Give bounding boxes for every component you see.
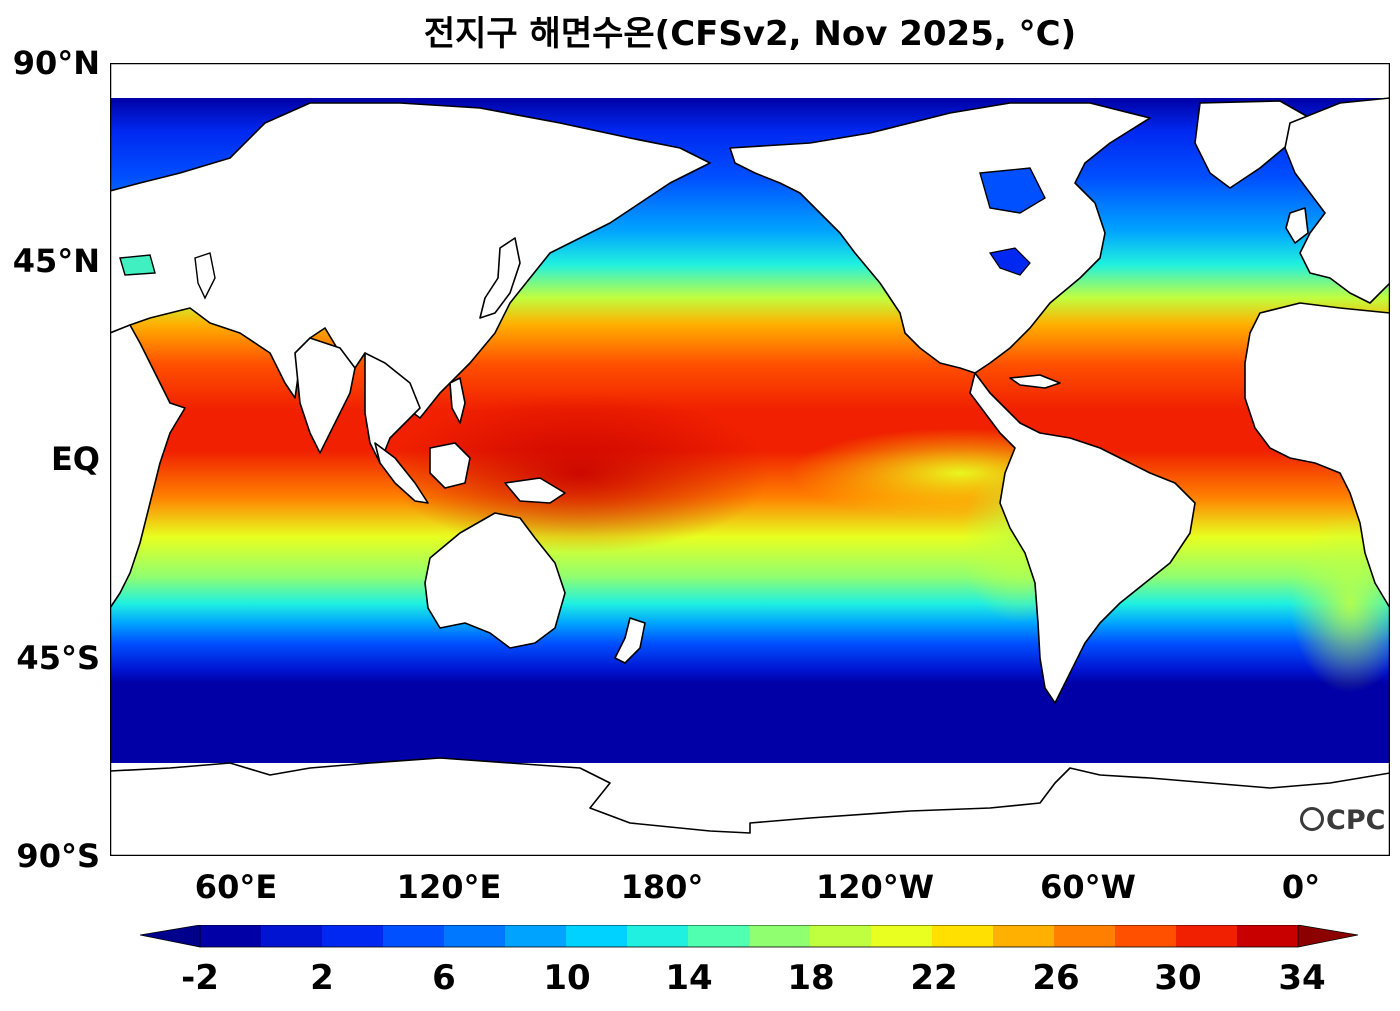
colorbar-over-arrow [1297, 925, 1359, 948]
colorbar-label: 22 [910, 958, 958, 998]
land-philippines [449, 377, 466, 424]
land-africa-west [1244, 302, 1390, 609]
colorbar-segment [688, 925, 750, 947]
black-sea [119, 254, 156, 276]
colorbar-label: 14 [665, 958, 713, 998]
land-new-zealand [614, 617, 646, 664]
colorbar-label: 6 [432, 958, 456, 998]
colorbar-label: 18 [787, 958, 835, 998]
colorbar-segment [1237, 925, 1299, 947]
cpc-logo: CPC [1300, 805, 1385, 836]
y-tick-label-90s: 90°S [16, 837, 100, 875]
y-tick-label-45s: 45°S [16, 639, 100, 677]
colorbar-segment [749, 925, 811, 947]
land-south-america [969, 372, 1196, 704]
land-indochina [364, 352, 421, 464]
logo-globe-icon [1300, 807, 1324, 831]
colorbar-segment [627, 925, 689, 947]
x-tick-label-180: 180° [620, 868, 704, 906]
land-africa-east [110, 324, 186, 609]
colorbar-segment [810, 925, 872, 947]
colorbar-segment [566, 925, 628, 947]
x-tick-label-120w: 120°W [815, 868, 935, 906]
land-india [294, 337, 356, 454]
x-tick-label-120e: 120°E [396, 868, 502, 906]
colorbar-segment [993, 925, 1055, 947]
great-lakes [989, 247, 1031, 276]
land-antarctica [110, 757, 1390, 856]
colorbar-segment [322, 925, 384, 947]
land-japan [479, 237, 521, 319]
land-borneo [429, 442, 471, 489]
land-greenland [1194, 100, 1311, 189]
land-australia [424, 512, 566, 649]
land [110, 97, 1390, 856]
colorbar-segment [444, 925, 506, 947]
x-tick-label-60e: 60°E [194, 868, 278, 906]
land-new-guinea [504, 477, 566, 504]
land-sumatra [374, 442, 429, 504]
x-tick-label-0: 0° [1281, 868, 1321, 906]
colorbar-segment [383, 925, 445, 947]
land-british-isles [1285, 207, 1309, 244]
colorbar-segment [505, 925, 567, 947]
y-tick-label-90n: 90°N [12, 44, 100, 82]
colorbar-segment [871, 925, 933, 947]
hudson-bay [979, 167, 1046, 214]
colorbar-label: 2 [310, 958, 334, 998]
sst-map [110, 63, 1390, 856]
logo-text: CPC [1326, 805, 1386, 836]
land-europe [1284, 97, 1390, 304]
colorbar-segment [261, 925, 323, 947]
benguela-upwelling [1290, 513, 1390, 693]
colorbar-segment [200, 925, 262, 947]
colorbar-under-arrow [140, 925, 201, 948]
map-title: 전지구 해면수온(CFSv2, Nov 2025, °C) [423, 14, 1077, 54]
colorbar-segments [199, 925, 1299, 948]
caspian-sea [194, 252, 216, 300]
colorbar-label: 26 [1032, 958, 1080, 998]
land-eurasia [110, 102, 711, 419]
x-tick-label-60w: 60°W [1040, 868, 1136, 906]
y-tick-label-eq: EQ [50, 440, 100, 478]
warm-pool [390, 393, 770, 553]
y-tick-label-45n: 45°N [12, 242, 100, 280]
map-frame [110, 63, 1390, 856]
colorbar-segment [1176, 925, 1238, 947]
land-cuba [1009, 374, 1061, 389]
colorbar-segment [932, 925, 994, 947]
colorbar [140, 925, 1359, 948]
colorbar-segment [1115, 925, 1177, 947]
colorbar-segment [1054, 925, 1116, 947]
colorbar-label: 34 [1278, 958, 1326, 998]
colorbar-label: 30 [1154, 958, 1202, 998]
colorbar-label: -2 [181, 958, 219, 998]
land-north-america [729, 102, 1151, 374]
colorbar-label: 10 [543, 958, 591, 998]
